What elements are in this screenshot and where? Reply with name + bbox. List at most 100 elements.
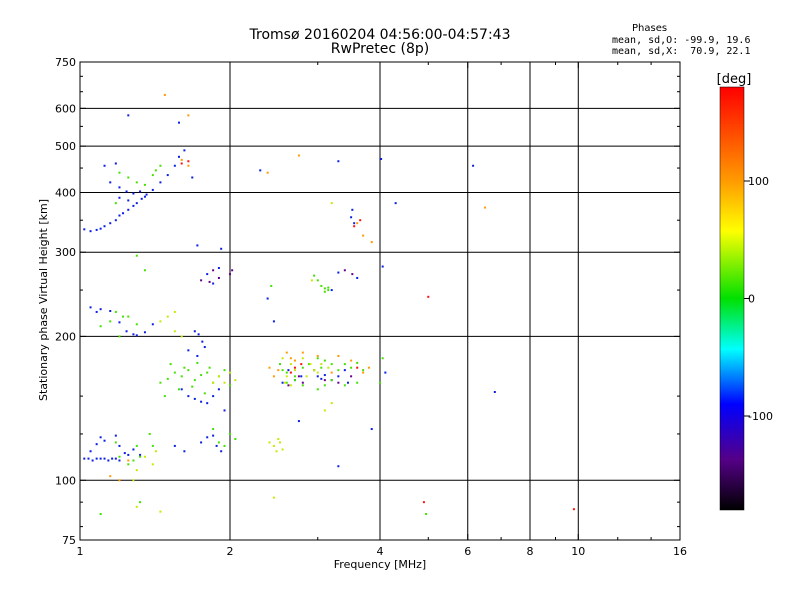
data-point	[132, 448, 135, 451]
data-point	[151, 444, 154, 447]
data-point	[217, 441, 220, 444]
data-point	[118, 321, 121, 324]
data-point	[212, 428, 215, 431]
data-point	[381, 357, 384, 360]
data-point	[351, 273, 354, 276]
data-point	[212, 395, 215, 398]
data-point	[197, 333, 200, 336]
data-point	[285, 381, 288, 384]
data-point	[159, 510, 162, 513]
data-point	[206, 273, 209, 276]
data-point	[281, 448, 284, 451]
data-point	[337, 354, 340, 357]
data-point	[135, 323, 138, 326]
data-point	[114, 162, 117, 165]
data-point	[159, 320, 162, 323]
data-point	[125, 330, 128, 333]
data-point	[127, 459, 130, 462]
chart-title: Tromsø 20160204 04:56:00-04:57:43	[249, 27, 511, 43]
data-point	[187, 160, 190, 163]
y-tick-label: 300	[55, 246, 76, 259]
data-point	[337, 375, 340, 378]
data-point	[89, 450, 92, 453]
data-point	[337, 465, 340, 468]
data-point	[297, 420, 300, 423]
data-point	[220, 450, 223, 453]
data-point	[316, 388, 319, 391]
data-point	[313, 369, 316, 372]
data-point	[320, 366, 323, 369]
data-point	[305, 375, 308, 378]
data-point	[379, 381, 381, 384]
data-point	[177, 121, 180, 124]
data-point	[135, 181, 138, 184]
data-point	[285, 371, 288, 374]
data-point	[301, 357, 304, 360]
data-point	[381, 265, 384, 268]
data-point	[200, 441, 203, 444]
data-point	[422, 501, 425, 504]
data-point	[159, 381, 162, 384]
data-point	[300, 375, 303, 378]
data-point	[343, 384, 346, 387]
x-tick-label: 4	[377, 545, 384, 558]
data-point	[114, 310, 117, 313]
data-point	[229, 384, 231, 387]
data-point	[132, 459, 135, 462]
data-point	[103, 164, 106, 167]
data-point	[330, 289, 333, 292]
chart-subtitle: RwPretec (8p)	[330, 41, 430, 57]
data-point	[212, 434, 215, 437]
data-point	[135, 444, 138, 447]
y-tick-label: 600	[55, 102, 76, 115]
data-point	[231, 269, 234, 272]
data-point	[125, 190, 128, 193]
data-point	[135, 505, 138, 508]
data-point	[118, 444, 121, 447]
data-point	[350, 359, 353, 362]
data-point	[346, 381, 349, 384]
data-point	[370, 428, 373, 431]
data-point	[196, 354, 199, 357]
data-point	[139, 453, 142, 456]
data-point	[140, 197, 143, 200]
data-point	[177, 155, 180, 158]
y-tick-label: 200	[55, 330, 76, 343]
data-point	[118, 455, 121, 458]
data-point	[223, 444, 226, 447]
data-point	[327, 286, 330, 289]
data-point	[350, 366, 353, 369]
axis-ticks: 1 2 4 6 8 10 16 75 100 200 300 400 500 600 750	[55, 56, 687, 558]
data-point	[154, 450, 157, 453]
data-point	[287, 369, 290, 372]
data-point	[127, 114, 130, 117]
data-point	[293, 379, 296, 382]
data-point	[193, 379, 196, 382]
data-point	[180, 375, 183, 378]
data-point	[362, 369, 365, 372]
data-point	[143, 455, 146, 458]
stats-x-mode: mean, sd,X: 70.9, 22.1	[612, 46, 751, 57]
data-point	[166, 315, 169, 318]
data-point	[91, 459, 94, 462]
data-point	[163, 395, 166, 398]
data-point	[279, 441, 282, 444]
data-point	[285, 351, 288, 354]
x-tick-label: 1	[77, 545, 84, 558]
data-point	[351, 208, 354, 211]
data-point	[229, 371, 231, 374]
data-point	[83, 457, 86, 460]
data-point	[132, 192, 135, 195]
data-point	[316, 375, 319, 378]
data-point	[337, 271, 340, 274]
data-point	[127, 208, 130, 211]
data-point	[316, 371, 319, 374]
data-point	[183, 366, 186, 369]
y-tick-label: 500	[55, 140, 76, 153]
data-point	[356, 222, 359, 225]
data-point	[287, 384, 290, 387]
data-point	[327, 366, 330, 369]
data-point	[206, 402, 209, 405]
data-point	[173, 310, 176, 313]
